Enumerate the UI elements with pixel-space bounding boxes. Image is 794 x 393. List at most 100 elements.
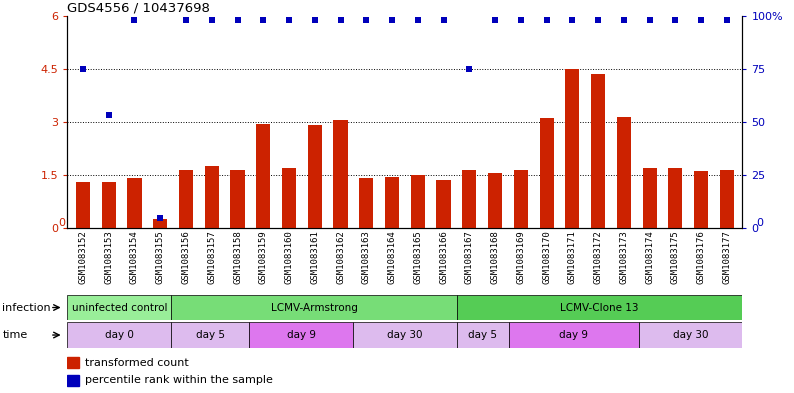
Text: GSM1083156: GSM1083156 — [182, 230, 191, 284]
Point — [669, 17, 682, 23]
Text: GSM1083161: GSM1083161 — [310, 230, 319, 284]
Bar — [353, 322, 457, 348]
Text: GSM1083162: GSM1083162 — [336, 230, 345, 284]
Bar — [172, 295, 457, 320]
Point — [540, 17, 553, 23]
Bar — [359, 178, 373, 228]
Text: GSM1083177: GSM1083177 — [723, 230, 731, 284]
Bar — [509, 322, 638, 348]
Text: GDS4556 / 10437698: GDS4556 / 10437698 — [67, 2, 210, 15]
Bar — [67, 375, 79, 386]
Point — [283, 17, 295, 23]
Bar — [67, 322, 172, 348]
Point — [76, 66, 89, 72]
Text: GSM1083154: GSM1083154 — [130, 230, 139, 284]
Text: GSM1083172: GSM1083172 — [594, 230, 603, 284]
Bar — [76, 182, 90, 228]
Point — [179, 17, 192, 23]
Bar — [565, 69, 580, 228]
Bar — [308, 125, 322, 228]
Text: GSM1083157: GSM1083157 — [207, 230, 216, 284]
Bar — [153, 219, 168, 228]
Text: GSM1083160: GSM1083160 — [284, 230, 294, 284]
Text: time: time — [2, 330, 28, 340]
Text: GSM1083158: GSM1083158 — [233, 230, 242, 284]
Text: day 5: day 5 — [196, 330, 225, 340]
Point — [618, 17, 630, 23]
Bar — [694, 171, 708, 228]
Text: GSM1083165: GSM1083165 — [414, 230, 422, 284]
Bar — [67, 295, 172, 320]
Bar — [67, 357, 79, 368]
Bar — [437, 180, 451, 228]
Point — [308, 17, 321, 23]
Point — [386, 17, 399, 23]
Bar — [256, 123, 270, 228]
Text: GSM1083173: GSM1083173 — [619, 230, 628, 284]
Bar — [638, 322, 742, 348]
Text: GSM1083168: GSM1083168 — [491, 230, 499, 284]
Text: GSM1083176: GSM1083176 — [696, 230, 706, 284]
Text: GSM1083163: GSM1083163 — [362, 230, 371, 284]
Point — [515, 17, 527, 23]
Text: day 9: day 9 — [559, 330, 588, 340]
Text: day 5: day 5 — [468, 330, 497, 340]
Text: LCMV-Clone 13: LCMV-Clone 13 — [561, 303, 639, 312]
Bar — [410, 175, 425, 228]
Bar — [591, 74, 605, 228]
Bar — [179, 170, 193, 228]
Bar — [488, 173, 502, 228]
Text: uninfected control: uninfected control — [71, 303, 168, 312]
Text: 0: 0 — [756, 218, 763, 228]
Bar — [127, 178, 141, 228]
Text: transformed count: transformed count — [85, 358, 188, 368]
Text: day 0: day 0 — [105, 330, 134, 340]
Text: GSM1083167: GSM1083167 — [464, 230, 474, 284]
Bar — [230, 170, 245, 228]
Bar — [540, 118, 553, 228]
Text: day 30: day 30 — [387, 330, 422, 340]
Bar — [282, 168, 296, 228]
Text: GSM1083174: GSM1083174 — [646, 230, 654, 284]
Point — [257, 17, 270, 23]
Bar — [333, 120, 348, 228]
Text: day 9: day 9 — [287, 330, 315, 340]
Bar — [172, 322, 249, 348]
Bar — [669, 168, 683, 228]
Text: 0: 0 — [58, 218, 65, 228]
Point — [489, 17, 502, 23]
Bar — [102, 182, 116, 228]
Point — [411, 17, 424, 23]
Bar — [457, 322, 509, 348]
Point — [463, 66, 476, 72]
Point — [695, 17, 707, 23]
Point — [437, 17, 450, 23]
Text: GSM1083153: GSM1083153 — [104, 230, 114, 284]
Text: GSM1083170: GSM1083170 — [542, 230, 551, 284]
Text: GSM1083169: GSM1083169 — [516, 230, 526, 284]
Point — [334, 17, 347, 23]
Point — [643, 17, 656, 23]
Point — [154, 215, 167, 221]
Point — [206, 17, 218, 23]
Text: GSM1083152: GSM1083152 — [79, 230, 87, 284]
Bar — [462, 170, 476, 228]
Bar — [249, 322, 353, 348]
Text: infection: infection — [2, 303, 51, 312]
Text: GSM1083166: GSM1083166 — [439, 230, 448, 284]
Point — [592, 17, 604, 23]
Point — [566, 17, 579, 23]
Point — [102, 112, 115, 118]
Text: GSM1083164: GSM1083164 — [387, 230, 396, 284]
Point — [721, 17, 734, 23]
Point — [231, 17, 244, 23]
Text: LCMV-Armstrong: LCMV-Armstrong — [271, 303, 357, 312]
Bar — [720, 170, 734, 228]
Bar — [514, 170, 528, 228]
Point — [128, 17, 141, 23]
Bar — [205, 166, 219, 228]
Bar — [617, 117, 631, 228]
Bar — [642, 168, 657, 228]
Text: GSM1083155: GSM1083155 — [156, 230, 164, 284]
Point — [360, 17, 372, 23]
